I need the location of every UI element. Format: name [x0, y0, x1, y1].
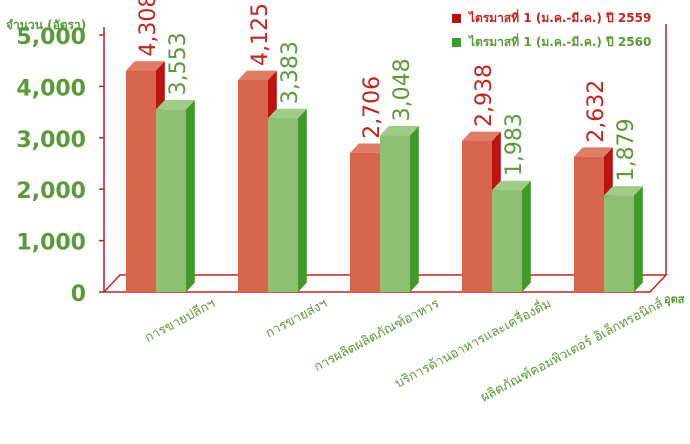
value-label: 2,938: [472, 64, 497, 127]
value-label: 3,553: [166, 32, 191, 95]
bar-top-1-0: [238, 70, 277, 80]
bar-top-2-0: [350, 143, 389, 153]
y-tick-label: 1,000: [16, 231, 86, 256]
legend-swatch-2559: [452, 13, 461, 23]
bar-top-2-1: [380, 125, 419, 136]
bar-1-1: [268, 118, 298, 292]
bar-side-0-1: [186, 100, 195, 292]
bar-3-1: [492, 190, 522, 292]
y-tick-label: 2,000: [16, 179, 86, 204]
value-label: 1,879: [614, 118, 639, 181]
value-label: 4,308: [136, 0, 161, 57]
bar-1-0: [238, 79, 268, 292]
bar-top-0-1: [156, 100, 195, 110]
value-label: 4,125: [248, 3, 273, 66]
value-label: 1,983: [502, 113, 527, 176]
bar-top-4-1: [604, 186, 643, 196]
bar-side-1-1: [298, 108, 307, 293]
x-axis-title: อุตส: [664, 293, 685, 306]
legend-label-2559: ไตรมาสที่ 1 (ม.ค.-มี.ค.) ปี 2559: [469, 10, 652, 25]
value-label: 3,383: [278, 41, 303, 104]
category-label: การขายส่งฯ: [263, 296, 330, 341]
bar-4-0: [574, 156, 604, 292]
y-tick-label: 0: [71, 282, 86, 307]
bar-top-0-0: [126, 61, 165, 71]
bar-top-4-0: [574, 147, 613, 157]
value-label: 2,632: [584, 80, 609, 143]
bar-0-1: [156, 109, 186, 293]
bar-side-3-1: [522, 180, 531, 292]
legend: ไตรมาสที่ 1 (ม.ค.-มี.ค.) ปี 2559 ไตรมาสท…: [452, 6, 651, 54]
category-label: ผลิตภัณฑ์คอมพิวเตอร์ อิเล็กทรอนิกส์: [477, 294, 666, 406]
legend-item-2560: ไตรมาสที่ 1 (ม.ค.-มี.ค.) ปี 2560: [452, 30, 651, 54]
bar-2-0: [350, 152, 380, 292]
y-tick-label: 4,000: [16, 76, 86, 101]
value-label: 2,706: [360, 76, 385, 139]
bar-top-1-1: [268, 108, 307, 119]
bar-side-2-1: [410, 125, 419, 292]
bar-top-3-0: [462, 131, 501, 141]
value-label: 3,048: [390, 58, 415, 121]
legend-swatch-2560: [452, 37, 461, 47]
y-axis-title: จำนวน (อัตรา): [6, 18, 87, 32]
y-tick-label: 5,000: [16, 25, 86, 50]
y-tick-label: 3,000: [16, 128, 86, 153]
bar-3-0: [462, 140, 492, 292]
bar-0-0: [126, 70, 156, 292]
bar-4-1: [604, 195, 634, 292]
legend-label-2560: ไตรมาสที่ 1 (ม.ค.-มี.ค.) ปี 2560: [469, 34, 652, 49]
bar-2-1: [380, 135, 410, 292]
bar-side-4-1: [634, 186, 643, 292]
bar-top-3-1: [492, 180, 531, 191]
category-label: การขายปลีกฯ: [142, 295, 218, 345]
legend-item-2559: ไตรมาสที่ 1 (ม.ค.-มี.ค.) ปี 2559: [452, 6, 651, 30]
